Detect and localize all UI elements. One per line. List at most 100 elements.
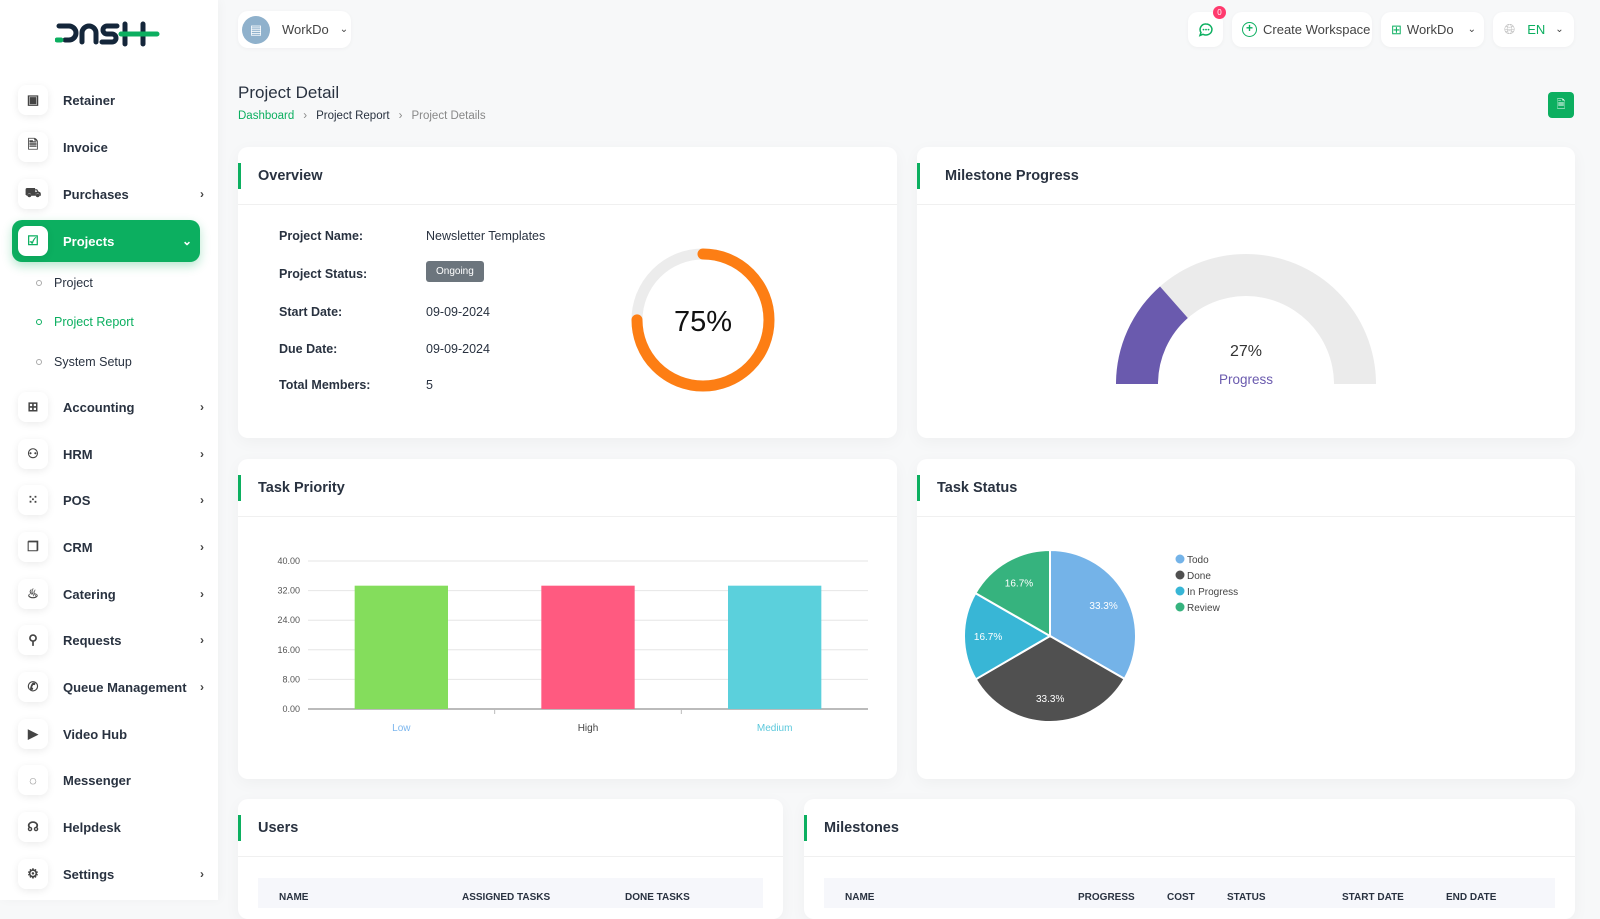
sidebar-item-crm[interactable]: ❐ CRM › [12, 526, 212, 568]
chef-icon: ♨ [18, 579, 48, 609]
cart-icon: ⛟ [18, 179, 48, 209]
chevron-right-icon: › [200, 540, 204, 554]
gauge-label: Progress [1219, 372, 1273, 387]
bar-medium[interactable] [728, 585, 822, 709]
floppy-icon: ▣ [18, 85, 48, 115]
sidebar-item-label: Video Hub [63, 726, 128, 742]
column-name[interactable]: NAME [845, 892, 875, 903]
legend-label[interactable]: Review [1187, 603, 1221, 614]
sidebar-item-retainer[interactable]: ▣ Retainer [12, 79, 212, 121]
legend-label[interactable]: In Progress [1187, 587, 1238, 598]
legend-marker [1175, 570, 1185, 580]
chevron-right-icon: › [200, 447, 204, 461]
sidebar-item-label: Purchases [63, 186, 129, 202]
sidebar-item-video-hub[interactable]: ▶ Video Hub [12, 713, 212, 755]
task-priority-title: Task Priority [238, 459, 897, 517]
pie-slice-in-progress[interactable] [963, 591, 1052, 681]
grid-icon: ⊞ [18, 392, 48, 422]
users-icon: ⚇ [18, 439, 48, 469]
progress-arc [631, 248, 775, 392]
column-start-date[interactable]: START DATE [1342, 892, 1404, 903]
workspace-menu-label: WorkDo [1406, 22, 1454, 37]
milestone-progress-card: Milestone Progress 27% Progress [917, 147, 1575, 438]
bar-high[interactable] [541, 585, 635, 709]
legend-marker [1175, 586, 1185, 596]
sidebar-subitem-label: Project [54, 276, 93, 290]
sidebar-subitem-label: Project Report [54, 315, 134, 329]
breadcrumb-separator: › [398, 110, 403, 122]
legend-marker [1175, 554, 1185, 564]
sidebar-item-pos[interactable]: ⁙ POS › [12, 479, 212, 521]
column-progress[interactable]: PROGRESS [1078, 892, 1135, 903]
legend-marker [1175, 602, 1185, 612]
chat-icon [1198, 22, 1213, 37]
column-name[interactable]: NAME [279, 892, 309, 903]
chevron-right-icon: › [200, 400, 204, 414]
headset-icon: ☊ [18, 812, 48, 842]
chevron-right-icon: › [200, 633, 204, 647]
dash-logo[interactable] [55, 20, 160, 48]
chevron-down-icon: ⌄ [181, 234, 192, 248]
sidebar-item-requests[interactable]: ⚲ Requests › [12, 619, 212, 661]
field-value: 09-09-2024 [426, 305, 490, 319]
column-end-date[interactable]: END DATE [1446, 892, 1497, 903]
gauge-fill [1116, 286, 1188, 384]
sidebar-subitem-project[interactable]: Project [36, 276, 93, 290]
pie-slice-review[interactable] [974, 548, 1051, 638]
breadcrumb-separator: › [303, 110, 308, 122]
overview-title: Overview [238, 147, 897, 205]
chevron-down-icon: ⌄ [1467, 24, 1477, 35]
sidebar-subitem-label: System Setup [54, 355, 132, 369]
bullet-icon [36, 280, 42, 286]
chevron-right-icon: › [200, 187, 204, 201]
apps-icon: ⊞ [1391, 21, 1402, 37]
sidebar-item-queue-management[interactable]: ✆ Queue Management › [12, 666, 212, 708]
workspace-selector[interactable]: ▤ WorkDo ⌄ [238, 11, 351, 48]
breadcrumb: Dashboard › Project Report › Project Detai… [238, 110, 486, 122]
progress-label: 75% [674, 306, 732, 338]
sidebar-item-accounting[interactable]: ⊞ Accounting › [12, 386, 212, 428]
column-cost[interactable]: COST [1167, 892, 1195, 903]
bar-low[interactable] [354, 585, 448, 709]
dots-grid-icon: ⁙ [18, 485, 48, 515]
messages-button[interactable]: 0 [1188, 6, 1226, 47]
user-plus-icon: ⚲ [18, 625, 48, 655]
export-button[interactable]: 🗎︎ [1548, 92, 1574, 118]
sidebar-item-label: Accounting [63, 399, 135, 415]
column-done-tasks[interactable]: DONE TASKS [625, 892, 690, 903]
language-selector[interactable]: 🌐︎ EN ⌄ [1493, 12, 1574, 47]
page-title: Project Detail [238, 83, 340, 102]
sidebar-item-label: Queue Management [63, 679, 187, 695]
pie-slice-todo[interactable] [1049, 548, 1137, 681]
chevron-down-icon: ⌄ [339, 24, 349, 35]
chevron-right-icon: › [200, 680, 204, 694]
legend-label[interactable]: Todo [1187, 555, 1209, 566]
sidebar-item-helpdesk[interactable]: ☊ Helpdesk [12, 806, 212, 848]
sidebar-item-hrm[interactable]: ⚇ HRM › [12, 433, 212, 475]
workspace-menu[interactable]: ⊞ WorkDo ⌄ [1381, 12, 1484, 47]
y-tick-label: 32.00 [277, 586, 300, 596]
pie-slice-done[interactable] [974, 634, 1126, 723]
legend-label[interactable]: Done [1187, 571, 1211, 582]
sidebar-subitem-project-report[interactable]: Project Report [36, 315, 134, 329]
sidebar-item-purchases[interactable]: ⛟ Purchases › [12, 173, 212, 215]
x-tick-label: Low [392, 723, 411, 734]
message-icon: ◌ [18, 765, 48, 795]
breadcrumb-dashboard[interactable]: Dashboard [238, 110, 295, 122]
sidebar-subitem-system-setup[interactable]: System Setup [36, 355, 132, 369]
sidebar-item-projects[interactable]: ☑ Projects ⌄ [12, 220, 200, 262]
bullet-icon [36, 319, 42, 325]
column-status[interactable]: STATUS [1227, 892, 1266, 903]
y-tick-label: 0.00 [282, 704, 300, 714]
breadcrumb-project-report[interactable]: Project Report [316, 110, 390, 122]
gauge-track [1116, 254, 1376, 384]
sidebar-item-messenger[interactable]: ◌ Messenger [12, 759, 212, 801]
overview-card: Overview Project Name: Newsletter Templat… [238, 147, 897, 438]
create-workspace-button[interactable]: + Create Workspace [1232, 12, 1372, 47]
sidebar-item-settings[interactable]: ⚙ Settings › [12, 853, 212, 895]
sidebar-item-catering[interactable]: ♨ Catering › [12, 573, 212, 615]
column-assigned-tasks[interactable]: ASSIGNED TASKS [462, 892, 551, 903]
gear-icon: ⚙ [18, 859, 48, 889]
milestone-progress-title: Milestone Progress [917, 147, 1575, 205]
sidebar-item-invoice[interactable]: 🗎︎ Invoice [12, 126, 212, 168]
